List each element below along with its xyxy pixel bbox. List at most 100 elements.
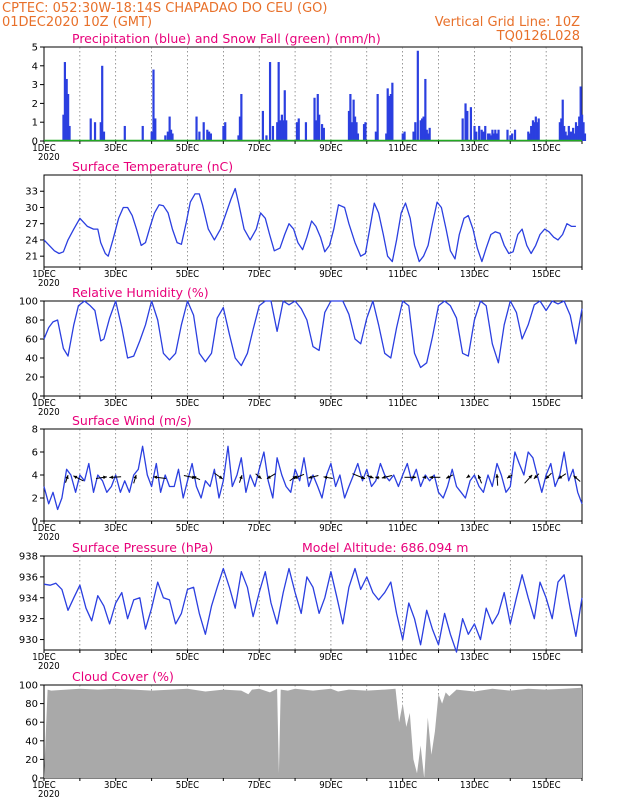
x-tick-label: 11DEC <box>388 143 417 154</box>
precip-bar <box>569 131 572 141</box>
panel-title: Precipitation (blue) and Snow Fall (gree… <box>72 31 381 46</box>
precip-bar <box>581 114 584 141</box>
precip-bar <box>224 122 227 141</box>
x-tick-label: 1DEC <box>32 269 55 280</box>
wind-arrowhead <box>361 475 366 479</box>
precip-bar <box>171 133 174 141</box>
precip-bar <box>297 118 300 141</box>
panel-extra-label: Model Altitude: 686.094 m <box>302 540 468 555</box>
precip-bar <box>427 133 430 141</box>
x-tick-label: 13DEC <box>460 780 489 791</box>
y-tick-label: 80 <box>25 316 38 327</box>
x-tick-label: 1DEC <box>32 652 55 663</box>
precip-bar <box>385 133 388 141</box>
x-tick-label: 5DEC <box>176 398 199 409</box>
wind-arrowhead <box>477 474 482 479</box>
precip-bar <box>209 133 212 141</box>
precip-bar <box>416 50 419 142</box>
precip-bar <box>283 90 286 141</box>
wind-arrowhead <box>109 475 114 479</box>
y-tick-label: 100 <box>19 681 38 692</box>
precip-bar <box>461 118 464 141</box>
precip-bar <box>313 97 316 141</box>
panel-4: 930 932 934 936 938 1DEC 3DEC 5DEC 7DEC 9DEC 11DEC… <box>19 540 583 672</box>
precip-bar <box>101 65 104 141</box>
precip-bar <box>206 129 209 141</box>
precip-bar <box>285 120 288 141</box>
x-year-label: 2020 <box>38 789 60 800</box>
x-tick-label: 15DEC <box>532 269 561 280</box>
y-tick-label: 930 <box>19 635 38 646</box>
wind-arrowhead <box>266 475 271 479</box>
precip-bar <box>198 131 201 141</box>
precip-bar <box>488 133 491 141</box>
precip-bar <box>164 135 167 141</box>
precip-bar <box>558 122 561 141</box>
x-tick-label: 1DEC <box>32 780 55 791</box>
precip-bar <box>68 125 71 141</box>
precip-bar <box>583 133 587 141</box>
x-tick-label: 3DEC <box>104 269 127 280</box>
wind-arrowhead <box>292 475 297 480</box>
precip-bar <box>356 133 360 141</box>
panel-title: Cloud Cover (%) <box>72 669 174 684</box>
precip-bar <box>295 122 299 141</box>
precip-bar <box>530 125 533 141</box>
precip-bar <box>352 99 355 141</box>
x-tick-label: 7DEC <box>248 652 271 663</box>
y-tick-label: 2 <box>32 99 38 110</box>
panel-3: 0 2 4 6 8 1DEC 3DEC 5DEC 7DEC 9DEC 11DEC 13DEC 15DEC… <box>32 413 583 543</box>
precip-bar <box>536 122 539 141</box>
precip-bar <box>480 129 483 141</box>
precip-bar <box>482 131 485 141</box>
y-tick-label: 4 <box>32 471 38 482</box>
y-tick-label: 934 <box>19 593 38 604</box>
precip-bar <box>464 103 467 141</box>
precip-bar <box>424 78 427 141</box>
precip-bar <box>349 94 352 141</box>
precip-bar <box>561 99 564 141</box>
precip-bar <box>422 116 425 141</box>
precip-bar <box>578 116 581 141</box>
header-grid-note: Vertical Grid Line: 10Z <box>435 15 580 30</box>
precip-bar <box>374 131 377 141</box>
x-tick-label: 1DEC <box>32 398 55 409</box>
x-tick-label: 13DEC <box>460 143 489 154</box>
precip-bar <box>582 122 585 141</box>
wind-arrowhead <box>369 475 374 479</box>
precip-bar <box>391 82 394 141</box>
precip-bar <box>89 118 92 141</box>
x-year-label: 2020 <box>38 152 60 163</box>
precip-bar <box>497 129 500 141</box>
y-tick-label: 60 <box>25 335 38 346</box>
precip-bar <box>65 78 68 141</box>
precip-bar <box>572 127 575 141</box>
series-line <box>43 187 576 263</box>
precip-bar <box>533 122 536 141</box>
wind-arrowhead <box>528 474 533 479</box>
y-tick-label: 20 <box>25 755 38 766</box>
x-tick-label: 1DEC <box>32 523 55 534</box>
x-tick-label: 13DEC <box>460 652 489 663</box>
precip-bar <box>527 131 530 141</box>
y-tick-label: 932 <box>19 614 38 625</box>
precip-bar <box>495 133 499 141</box>
x-tick-label: 3DEC <box>104 398 127 409</box>
precip-bar <box>304 122 308 141</box>
panel-title: Relative Humidity (%) <box>72 285 209 300</box>
x-tick-label: 7DEC <box>248 143 271 154</box>
precip-bar <box>425 129 428 141</box>
precip-bar <box>168 116 171 141</box>
y-tick-label: 0 <box>32 517 38 528</box>
precip-bar <box>99 122 102 141</box>
x-tick-label: 7DEC <box>248 523 271 534</box>
precip-bar <box>494 129 497 141</box>
x-tick-label: 1DEC <box>32 143 55 154</box>
precip-bar <box>62 114 65 141</box>
series-line <box>43 445 583 511</box>
y-tick-label: 21 <box>25 252 38 263</box>
precip-bar <box>63 62 67 141</box>
y-tick-label: 0 <box>32 137 38 148</box>
precip-bar <box>478 125 481 141</box>
y-tick-label: 60 <box>25 718 38 729</box>
